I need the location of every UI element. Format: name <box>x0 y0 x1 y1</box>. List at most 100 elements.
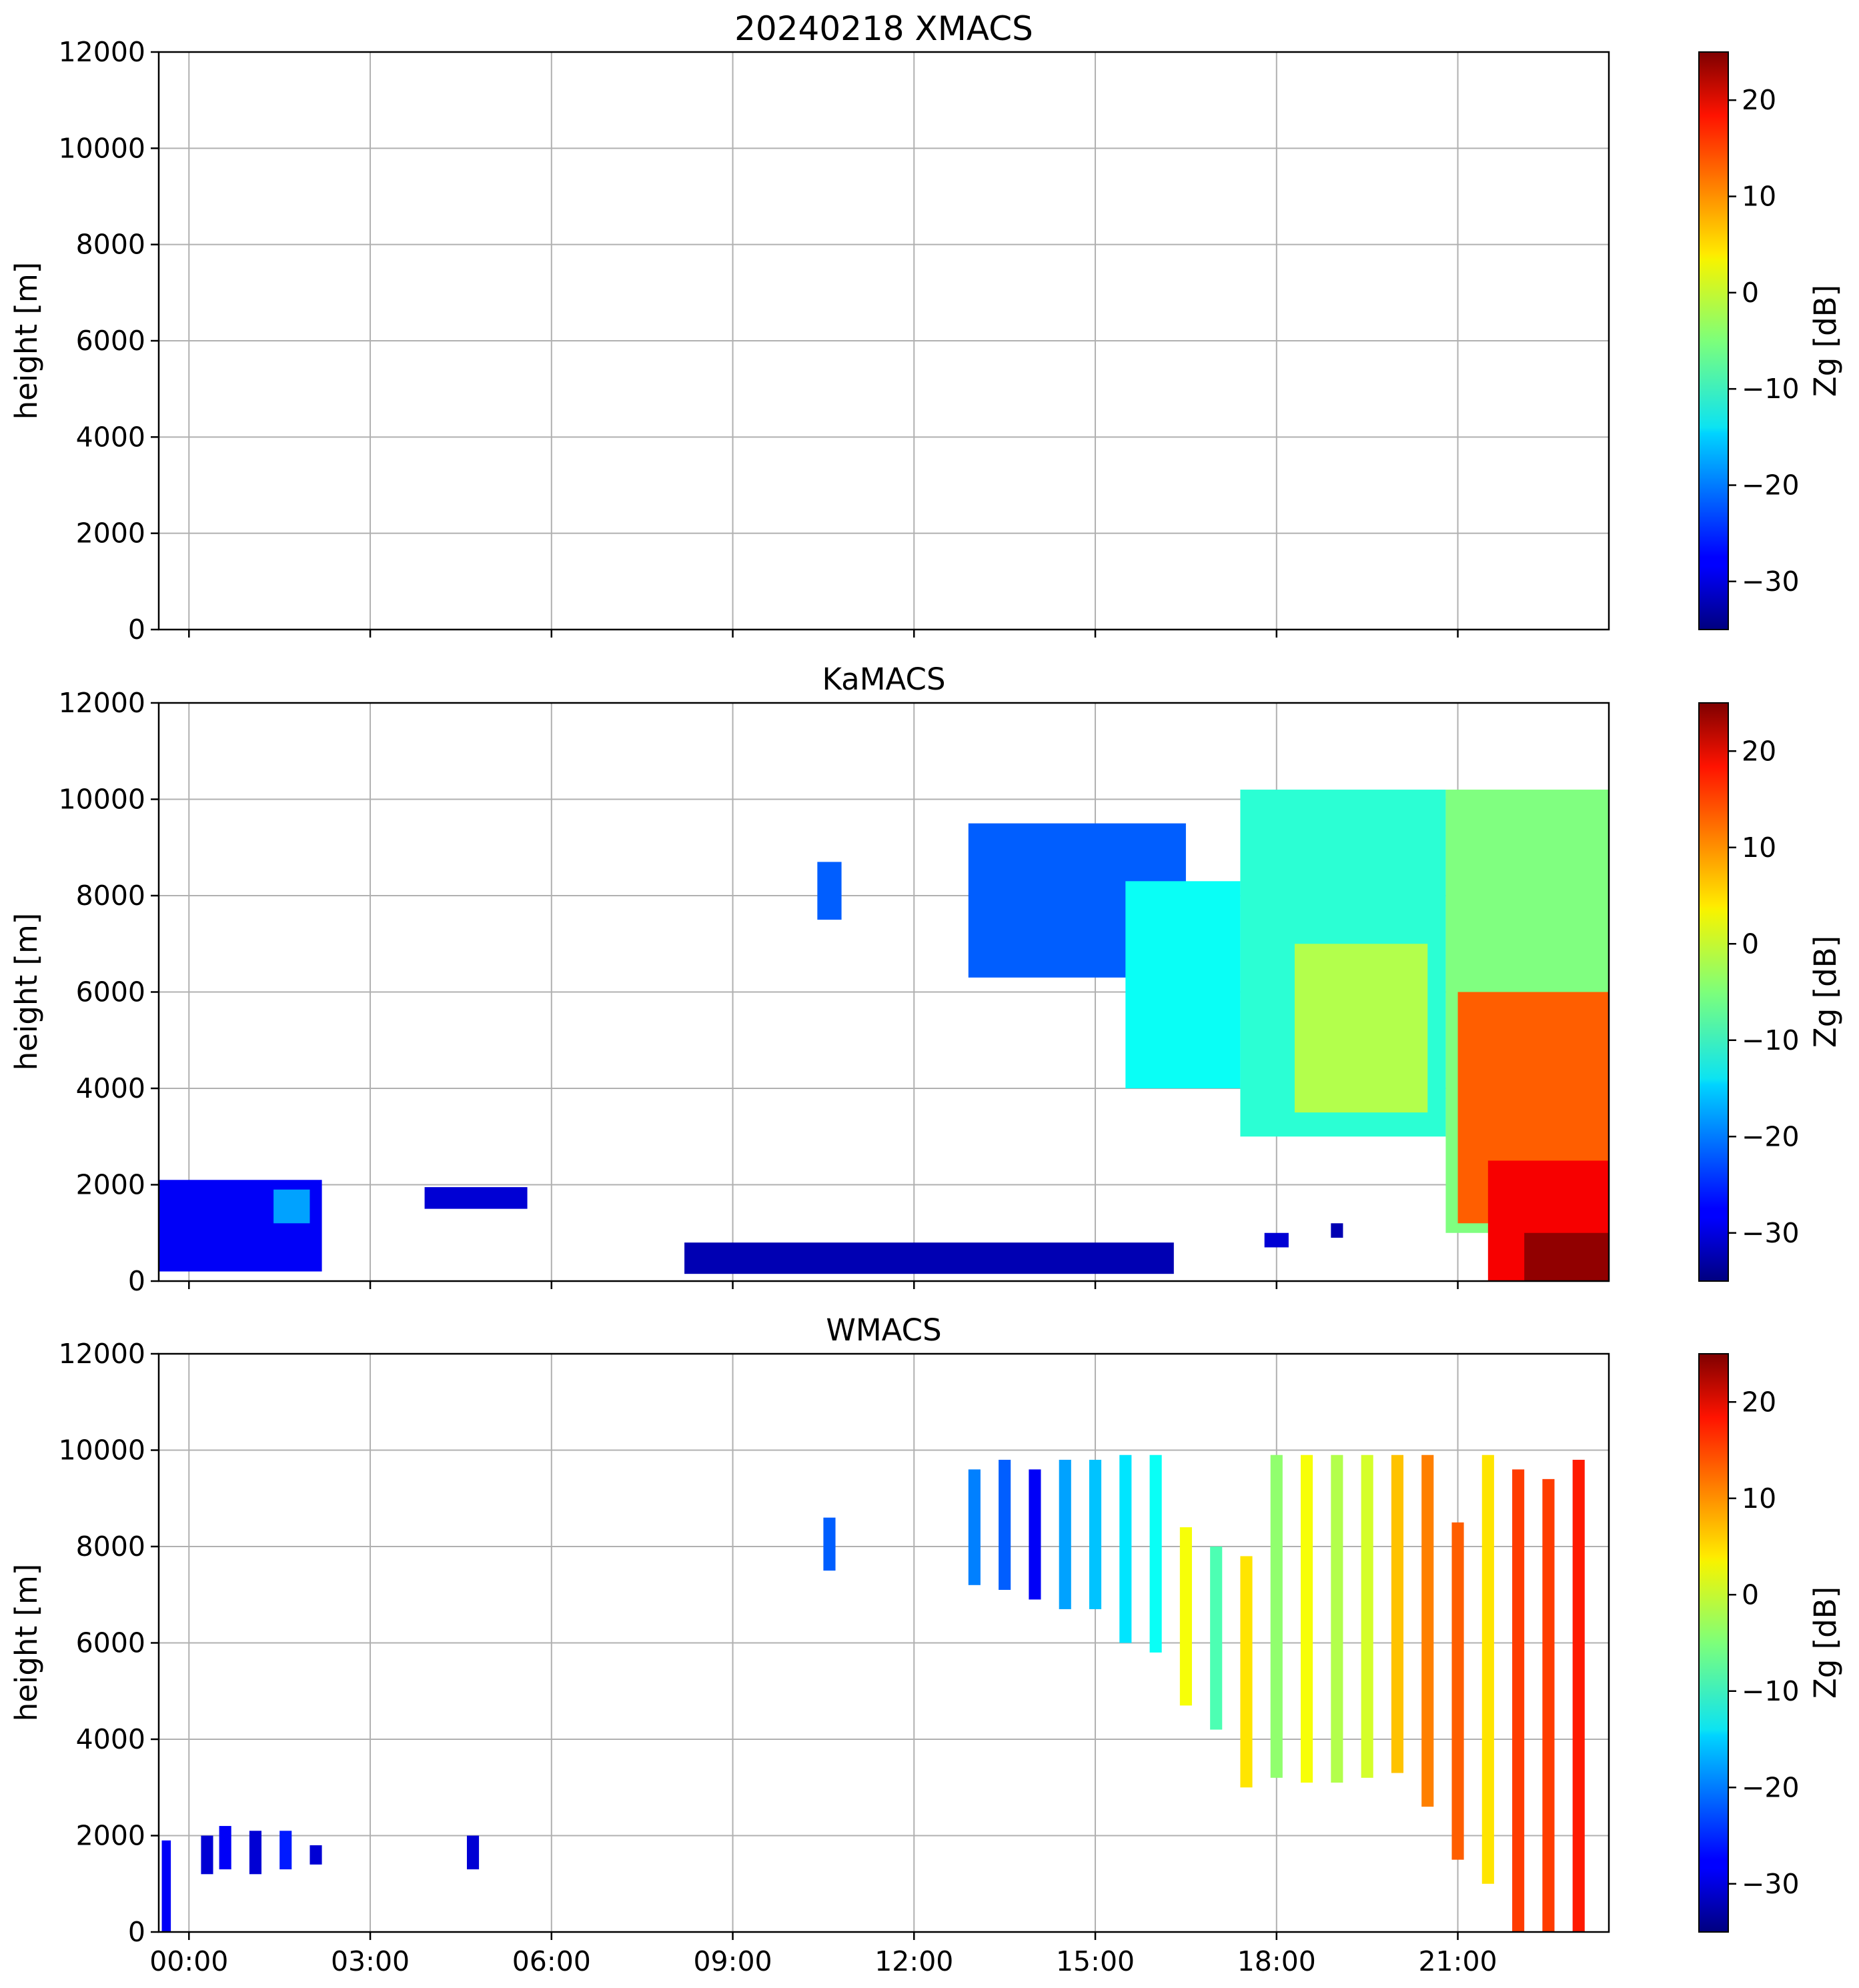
radar-echo <box>1451 1522 1464 1860</box>
panel-title: 20240218 XMACS <box>734 9 1033 48</box>
colorbar-tick-label: −20 <box>1742 1120 1800 1152</box>
radar-echo <box>1421 1454 1434 1807</box>
colorbar-tick-label: −30 <box>1742 1217 1800 1249</box>
x-tick-label: 00:00 <box>149 1945 228 1977</box>
radar-echo <box>249 1831 261 1875</box>
colorbar-tick-label: −10 <box>1742 373 1800 405</box>
y-tick-label: 4000 <box>76 421 145 453</box>
radar-echo <box>1361 1454 1373 1778</box>
x-tick-label: 15:00 <box>1056 1945 1135 1977</box>
radar-echo <box>1270 1454 1283 1778</box>
radar-echo <box>817 862 842 920</box>
colorbar-tick-label: 20 <box>1742 735 1776 767</box>
x-tick-label: 06:00 <box>512 1945 591 1977</box>
y-tick-label: 2000 <box>76 1169 145 1201</box>
y-tick-label: 8000 <box>76 1531 145 1563</box>
colorbar-tick-label: 20 <box>1742 1386 1776 1418</box>
colorbar-ticks: −30 −20 −10 0 10 20 <box>1728 735 1800 1249</box>
y-tick-label: 12000 <box>59 36 145 68</box>
y-tick-label: 12000 <box>59 687 145 719</box>
y-tick-label: 0 <box>128 1916 145 1948</box>
y-tick-label: 6000 <box>76 325 145 357</box>
colorbar <box>1698 51 1729 630</box>
colorbar-tick-label: 10 <box>1742 181 1776 213</box>
grid <box>159 51 1609 630</box>
radar-echo <box>273 1189 310 1224</box>
colorbar-tick-label: −20 <box>1742 1771 1800 1803</box>
radar-echo <box>1301 1454 1313 1783</box>
radar-echo <box>1240 1556 1253 1788</box>
colorbar-tick-label: −20 <box>1742 469 1800 502</box>
colorbar-tick-label: 0 <box>1742 928 1759 960</box>
radar-echo <box>1331 1454 1343 1783</box>
y-tick-label: 10000 <box>59 132 145 164</box>
axis-layer: 0 2000 4000 6000 8000 10000 12000 <box>59 36 1459 646</box>
echo-layer <box>159 790 1609 1281</box>
y-tick-label: 4000 <box>76 1723 145 1755</box>
y-axis-label: height [m] <box>9 262 44 420</box>
radar-echo <box>201 1835 213 1875</box>
radar-echo <box>1294 944 1428 1113</box>
colorbar-tick-label: 0 <box>1742 277 1759 309</box>
colorbar-ticks: −30 −20 −10 0 10 20 <box>1728 84 1800 598</box>
y-tick-label: 12000 <box>59 1338 145 1370</box>
axis-layer: 0 2000 4000 6000 8000 10000 12000 <box>59 687 1459 1297</box>
panel-wmacs: WMACS 0 2000 4000 6000 8000 10000 12000 00:00 03… <box>9 1312 1843 1977</box>
radar-echo <box>1210 1547 1223 1730</box>
echo-layer <box>161 1454 1585 1932</box>
colorbar-label: Zg [dB] <box>1808 285 1843 397</box>
axis-layer: 0 2000 4000 6000 8000 10000 12000 00:00 03:00 06:… <box>59 1338 1497 1977</box>
radar-echo <box>309 1845 322 1865</box>
colorbar-label: Zg [dB] <box>1808 936 1843 1048</box>
radar-echo <box>968 1469 981 1585</box>
radar-echo <box>823 1517 836 1571</box>
y-tick-label: 6000 <box>76 1627 145 1659</box>
radar-echo <box>1264 1232 1289 1248</box>
y-tick-label: 8000 <box>76 229 145 261</box>
y-tick-label: 4000 <box>76 1072 145 1104</box>
y-tick-label: 6000 <box>76 976 145 1008</box>
colorbar-tick-label: 20 <box>1742 84 1776 116</box>
x-tick-label: 03:00 <box>331 1945 410 1977</box>
colorbar-tick-label: −10 <box>1742 1675 1800 1707</box>
panel-kamacs: KaMACS 0 2000 4000 6000 8000 10000 12000 heigh… <box>9 662 1843 1297</box>
colorbar-ticks: −30 −20 −10 0 10 20 <box>1728 1386 1800 1900</box>
radar-echo <box>424 1187 528 1209</box>
colorbar-tick-label: −10 <box>1742 1024 1800 1056</box>
radar-echo <box>466 1835 480 1870</box>
radar-echo <box>279 1831 292 1870</box>
radar-echo <box>1119 1454 1132 1643</box>
radar-echo <box>1572 1459 1585 1932</box>
radar-echo <box>1149 1454 1162 1653</box>
y-tick-label: 10000 <box>59 1434 145 1466</box>
radar-echo <box>161 1840 171 1932</box>
y-axis-label: height [m] <box>9 913 44 1071</box>
x-tick-label: 12:00 <box>874 1945 953 1977</box>
radar-echo <box>999 1459 1011 1591</box>
x-tick-label: 09:00 <box>693 1945 772 1977</box>
radar-echo <box>1391 1454 1404 1773</box>
colorbar <box>1698 1353 1729 1933</box>
panel-title: WMACS <box>826 1312 941 1348</box>
y-tick-label: 8000 <box>76 880 145 912</box>
colorbar <box>1698 702 1729 1282</box>
radar-echo <box>1179 1527 1192 1706</box>
x-tick-label: 18:00 <box>1237 1945 1316 1977</box>
radar-echo <box>1029 1469 1041 1600</box>
colorbar-label: Zg [dB] <box>1808 1587 1843 1699</box>
y-axis-label: height [m] <box>9 1564 44 1722</box>
x-tick-label: 21:00 <box>1418 1945 1497 1977</box>
radar-echo <box>1059 1459 1071 1609</box>
y-tick-label: 0 <box>128 1265 145 1297</box>
colorbar-tick-label: 10 <box>1742 1482 1776 1515</box>
radar-echo <box>1524 1232 1609 1281</box>
radar-echo <box>1481 1454 1494 1884</box>
colorbar-tick-label: 10 <box>1742 832 1776 864</box>
y-tick-label: 0 <box>128 614 145 646</box>
y-tick-label: 2000 <box>76 1820 145 1852</box>
colorbar-tick-label: −30 <box>1742 1868 1800 1900</box>
panel-title: KaMACS <box>822 662 945 697</box>
radar-echo <box>1331 1223 1343 1238</box>
panel-xmacs: 20240218 XMACS 0 2000 4000 6000 8000 10000 120… <box>9 9 1843 646</box>
